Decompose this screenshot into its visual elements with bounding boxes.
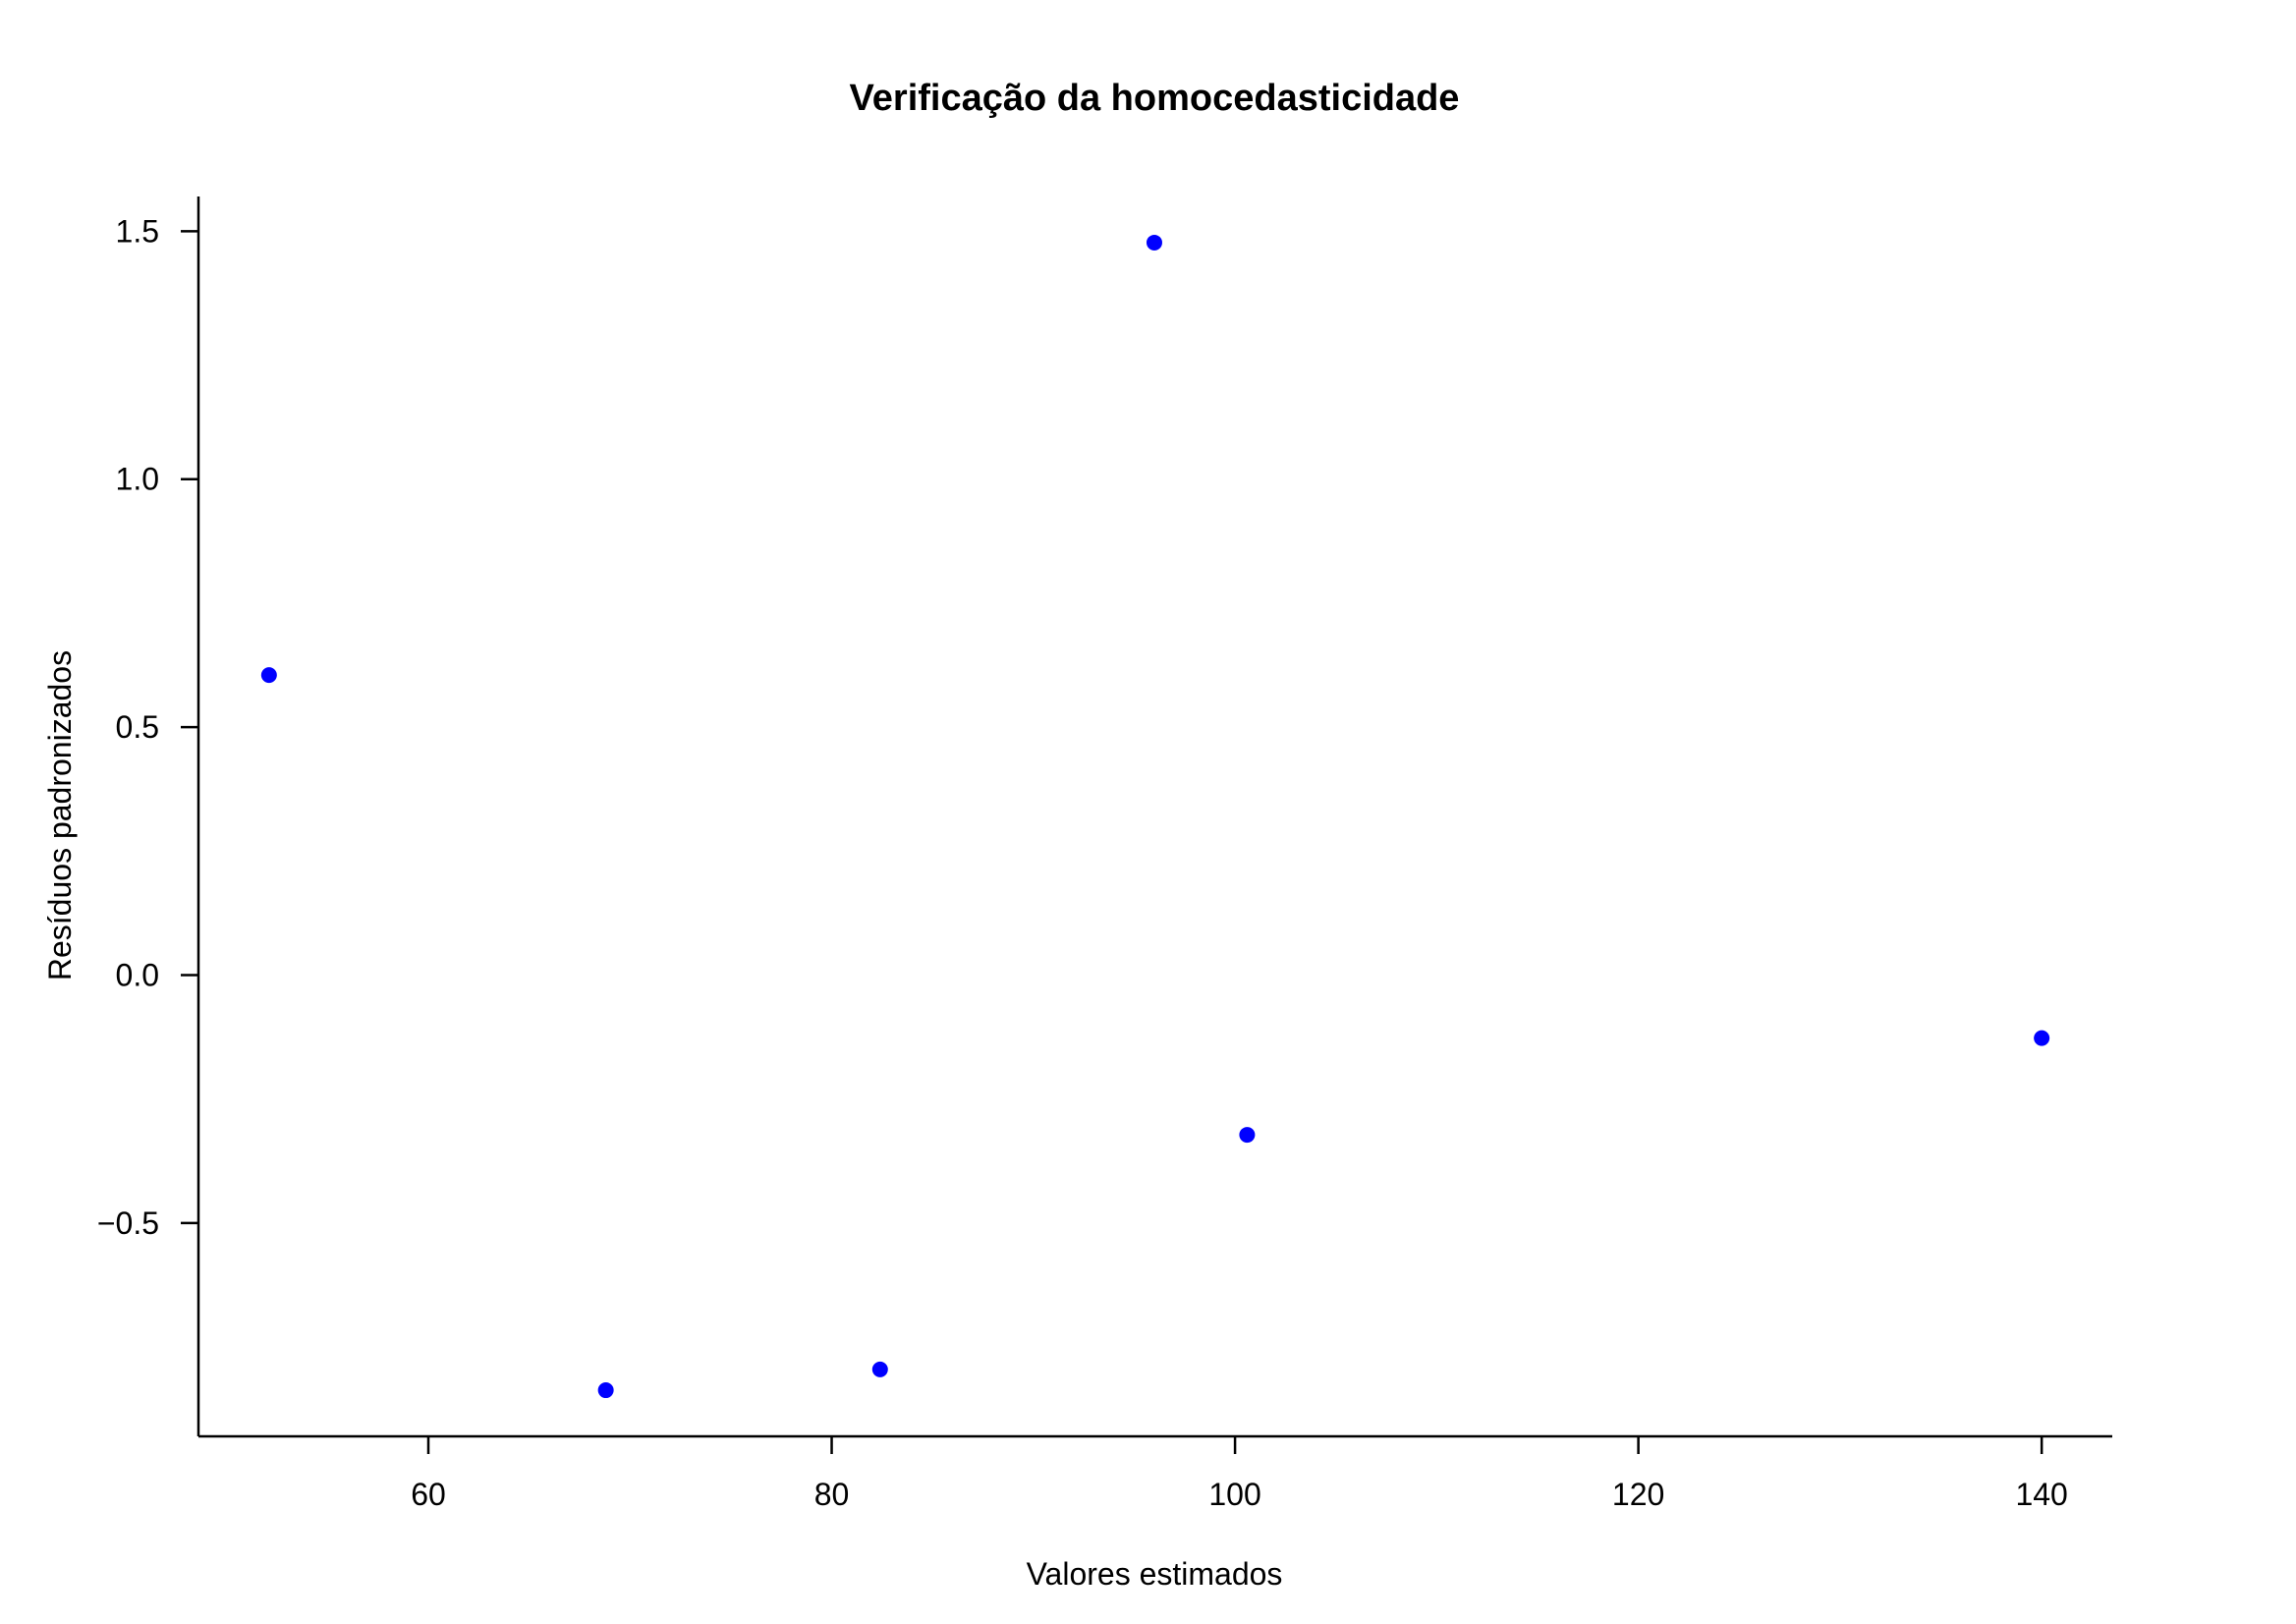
x-tick-label: 120 <box>1612 1477 1664 1512</box>
y-tick-label: −0.5 <box>97 1205 159 1241</box>
x-tick-label: 80 <box>814 1477 850 1512</box>
data-point <box>871 1361 888 1377</box>
data-point <box>1146 234 1162 251</box>
y-tick-label: 0.0 <box>116 958 159 993</box>
data-point <box>597 1382 614 1399</box>
x-tick-label: 140 <box>2015 1477 2067 1512</box>
data-points <box>260 234 2050 1399</box>
y-tick-label: 0.5 <box>116 709 159 745</box>
y-axis-ticks: −0.5 0.0 0.5 1.0 1.5 <box>97 213 198 1241</box>
x-axis-ticks: 60 80 100 120 140 <box>411 1436 2068 1512</box>
y-tick-label: 1.0 <box>116 462 159 497</box>
y-axis-label: Resíduos padronizados <box>42 650 78 980</box>
data-point <box>1239 1127 1256 1144</box>
data-point <box>260 667 277 684</box>
y-tick-label: 1.5 <box>116 213 159 249</box>
data-point <box>2034 1030 2050 1046</box>
x-axis-label: Valores estimados <box>1027 1556 1283 1592</box>
x-tick-label: 60 <box>411 1477 446 1512</box>
x-tick-label: 100 <box>1208 1477 1260 1512</box>
chart-title: Verificação da homocedasticidade <box>850 78 1460 119</box>
